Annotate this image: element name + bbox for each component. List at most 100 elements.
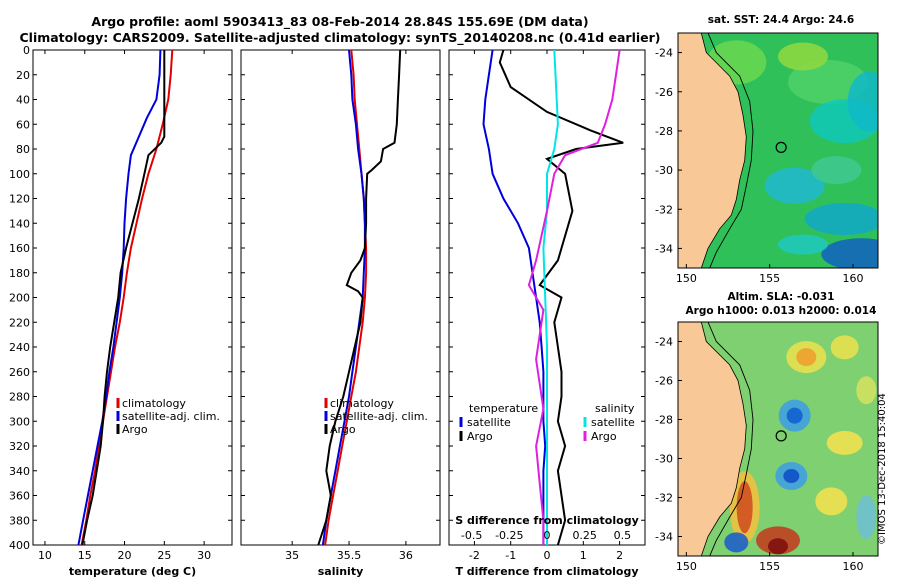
x-tick-label: 25 <box>157 549 171 562</box>
sst-region <box>788 59 868 104</box>
sst-region <box>778 42 828 71</box>
plot-frame <box>32 49 233 546</box>
series-line-climatology <box>324 49 368 546</box>
y-tick-label: -28 <box>655 414 673 427</box>
salinity-profile: 35 35.5 36 salinity climatologysatellite-adj… <box>240 49 441 578</box>
land-australia <box>678 322 747 556</box>
legend-label: Argo <box>330 423 356 436</box>
sla-region <box>796 348 817 367</box>
y-tick-label: -34 <box>655 531 673 544</box>
sst-region <box>811 156 862 185</box>
y-tick-label: -28 <box>655 125 673 138</box>
x-tick-label: 2 <box>616 549 623 562</box>
y-tick-label: 260 <box>9 366 30 379</box>
legend-label: satellite <box>467 416 511 429</box>
y-tick-label: 120 <box>9 193 30 206</box>
legend-label: Argo <box>122 423 148 436</box>
y-tick-label: 140 <box>9 217 30 230</box>
sla-region <box>783 469 800 484</box>
sla-region <box>768 538 788 555</box>
legend-label: satellite-adj. clim. <box>122 410 220 423</box>
series-line-s-satellite <box>542 49 559 545</box>
map-field <box>678 33 878 268</box>
sla-region <box>736 481 753 534</box>
sst-region <box>847 71 878 132</box>
series-line-climatology <box>80 49 174 546</box>
s-x-tick-label: 0.25 <box>572 529 597 542</box>
sla-region <box>830 335 859 360</box>
y-tick-label: -32 <box>655 492 673 505</box>
y-tick-label: 340 <box>9 465 30 478</box>
x-axis-label: salinity <box>318 565 364 578</box>
plot-frame <box>240 49 441 546</box>
shelf-contour <box>707 33 754 268</box>
x-tick-label: -1 <box>505 549 516 562</box>
temperature-profile: 0 20 40 60 80 100 120 140 160 180 200 220 240 260 280 3… <box>9 44 233 578</box>
y-tick-label: 100 <box>9 168 30 181</box>
s-x-tick-label: -0.25 <box>495 529 523 542</box>
sst-region <box>764 167 825 204</box>
sla-region <box>856 376 877 405</box>
x-tick-label: 35 <box>285 549 299 562</box>
x-tick-label: 160 <box>843 560 864 573</box>
sst-region <box>804 203 878 236</box>
y-tick-label: 240 <box>9 341 30 354</box>
y-tick-label: 80 <box>16 143 30 156</box>
sla-map: 150 155 160 -24 -26 -28 -30 -32 -34 <box>655 321 879 573</box>
legend-title: salinity <box>595 402 635 415</box>
difference-profile: -2 -1 0 1 2 T difference from climatology -0.5… <box>448 49 646 578</box>
x-axis-label: T difference from climatology <box>455 565 638 578</box>
y-tick-label: 0 <box>23 44 30 57</box>
y-tick-label: 400 <box>9 539 30 552</box>
y-tick-label: -30 <box>655 164 673 177</box>
legend-label: climatology <box>330 397 394 410</box>
y-tick-label: -26 <box>655 86 673 99</box>
x-tick-label: 36 <box>399 549 413 562</box>
sla-region <box>826 430 863 455</box>
y-tick-label: -24 <box>655 336 673 349</box>
legend-label: Argo <box>467 430 493 443</box>
y-tick-label: 220 <box>9 316 30 329</box>
sla-map-title-2: Argo h1000: 0.013 h2000: 0.014 <box>685 305 877 317</box>
legend-label: satellite-adj. clim. <box>330 410 428 423</box>
x-tick-label: 0 <box>544 549 551 562</box>
y-tick-label: -26 <box>655 375 673 388</box>
y-tick-label: 380 <box>9 514 30 527</box>
x-tick-label: 10 <box>38 549 52 562</box>
legend-label: Argo <box>591 430 617 443</box>
series-line-argo <box>81 50 166 546</box>
series-line-s-argo <box>527 49 621 545</box>
x-tick-label: 155 <box>759 560 780 573</box>
header-line-1: Argo profile: aoml 5903413_83 08-Feb-201… <box>91 14 589 29</box>
x-tick-label: 160 <box>843 272 864 285</box>
y-tick-label: -30 <box>655 453 673 466</box>
s-axis-label: S difference from climatology <box>455 514 639 527</box>
x-tick-label: 15 <box>78 549 92 562</box>
s-x-tick-label: 0.5 <box>614 529 632 542</box>
x-tick-label: -2 <box>469 549 480 562</box>
s-x-tick-label: -0.5 <box>461 529 482 542</box>
map-frame <box>677 32 879 269</box>
x-tick-label: 30 <box>197 549 211 562</box>
x-tick-label: 150 <box>676 272 697 285</box>
x-tick-label: 150 <box>676 560 697 573</box>
y-tick-label: -32 <box>655 203 673 216</box>
series-line-argo <box>317 49 402 546</box>
y-tick-label: -34 <box>655 242 673 255</box>
sla-region <box>786 407 803 424</box>
series-line-t-argo <box>498 49 624 546</box>
y-tick-label: 200 <box>9 292 30 305</box>
sla-region <box>724 532 749 553</box>
y-tick-label: 60 <box>16 118 30 131</box>
y-tick-label: 280 <box>9 391 30 404</box>
argo-position-marker <box>775 430 787 442</box>
land-australia <box>678 33 747 268</box>
x-tick-label: 1 <box>580 549 587 562</box>
sst-map: 150 155 160 -24 -26 -28 -30 -32 -34 <box>655 32 879 285</box>
y-tick-label: 160 <box>9 242 30 255</box>
sst-region <box>778 234 828 255</box>
y-tick-label: 40 <box>16 94 30 107</box>
y-tick-label: 20 <box>16 69 30 82</box>
map-frame <box>677 321 879 557</box>
s-x-tick-label: 0 <box>544 529 551 542</box>
